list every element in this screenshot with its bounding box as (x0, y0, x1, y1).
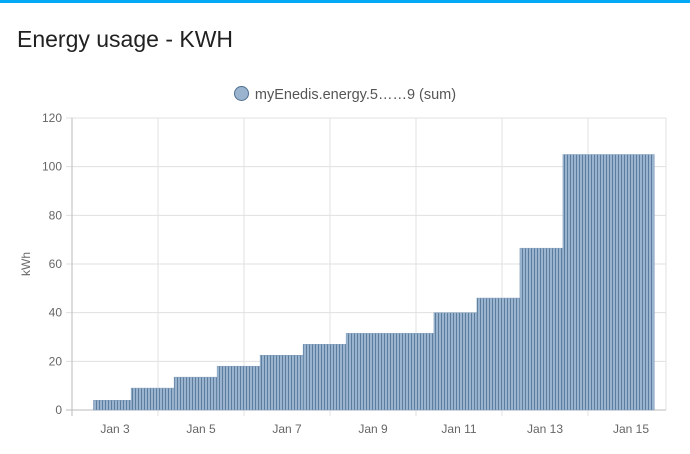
bar[interactable] (216, 365, 261, 411)
y-tick-label: 100 (42, 160, 62, 174)
x-tick-label: Jan 11 (441, 422, 476, 436)
legend-swatch (233, 86, 249, 101)
legend-label: myEnedis.energy.5……9 (sum) (254, 87, 457, 103)
bar[interactable] (173, 376, 218, 411)
y-tick-label: 20 (49, 354, 63, 368)
x-tick-label: Jan 3 (100, 422, 130, 436)
card-title: Energy usage - KWH (17, 26, 234, 52)
y-tick-label: 60 (49, 257, 63, 271)
bar[interactable] (519, 247, 564, 411)
x-tick-label: Jan 15 (613, 422, 649, 436)
x-tick-label: Jan 9 (358, 422, 388, 436)
bar[interactable] (302, 344, 347, 411)
y-tick-label: 0 (55, 403, 62, 417)
x-tick-label: Jan 5 (186, 422, 216, 436)
bar[interactable] (433, 312, 478, 411)
y-tick-label: 120 (42, 111, 62, 125)
bar[interactable] (476, 297, 521, 411)
y-tick-label: 40 (49, 306, 63, 320)
y-axis-label: kWh (19, 252, 33, 276)
bar[interactable] (562, 154, 655, 411)
chart-legend[interactable]: myEnedis.energy.5……9 (sum) (0, 86, 690, 103)
x-tick-label: Jan 7 (272, 422, 302, 436)
card-accent-bar (0, 0, 690, 3)
bar[interactable] (345, 333, 435, 411)
bar[interactable] (130, 387, 175, 411)
bar[interactable] (93, 400, 132, 411)
x-tick-label: Jan 13 (527, 422, 563, 436)
y-tick-label: 80 (49, 208, 63, 222)
bar[interactable] (259, 355, 304, 411)
